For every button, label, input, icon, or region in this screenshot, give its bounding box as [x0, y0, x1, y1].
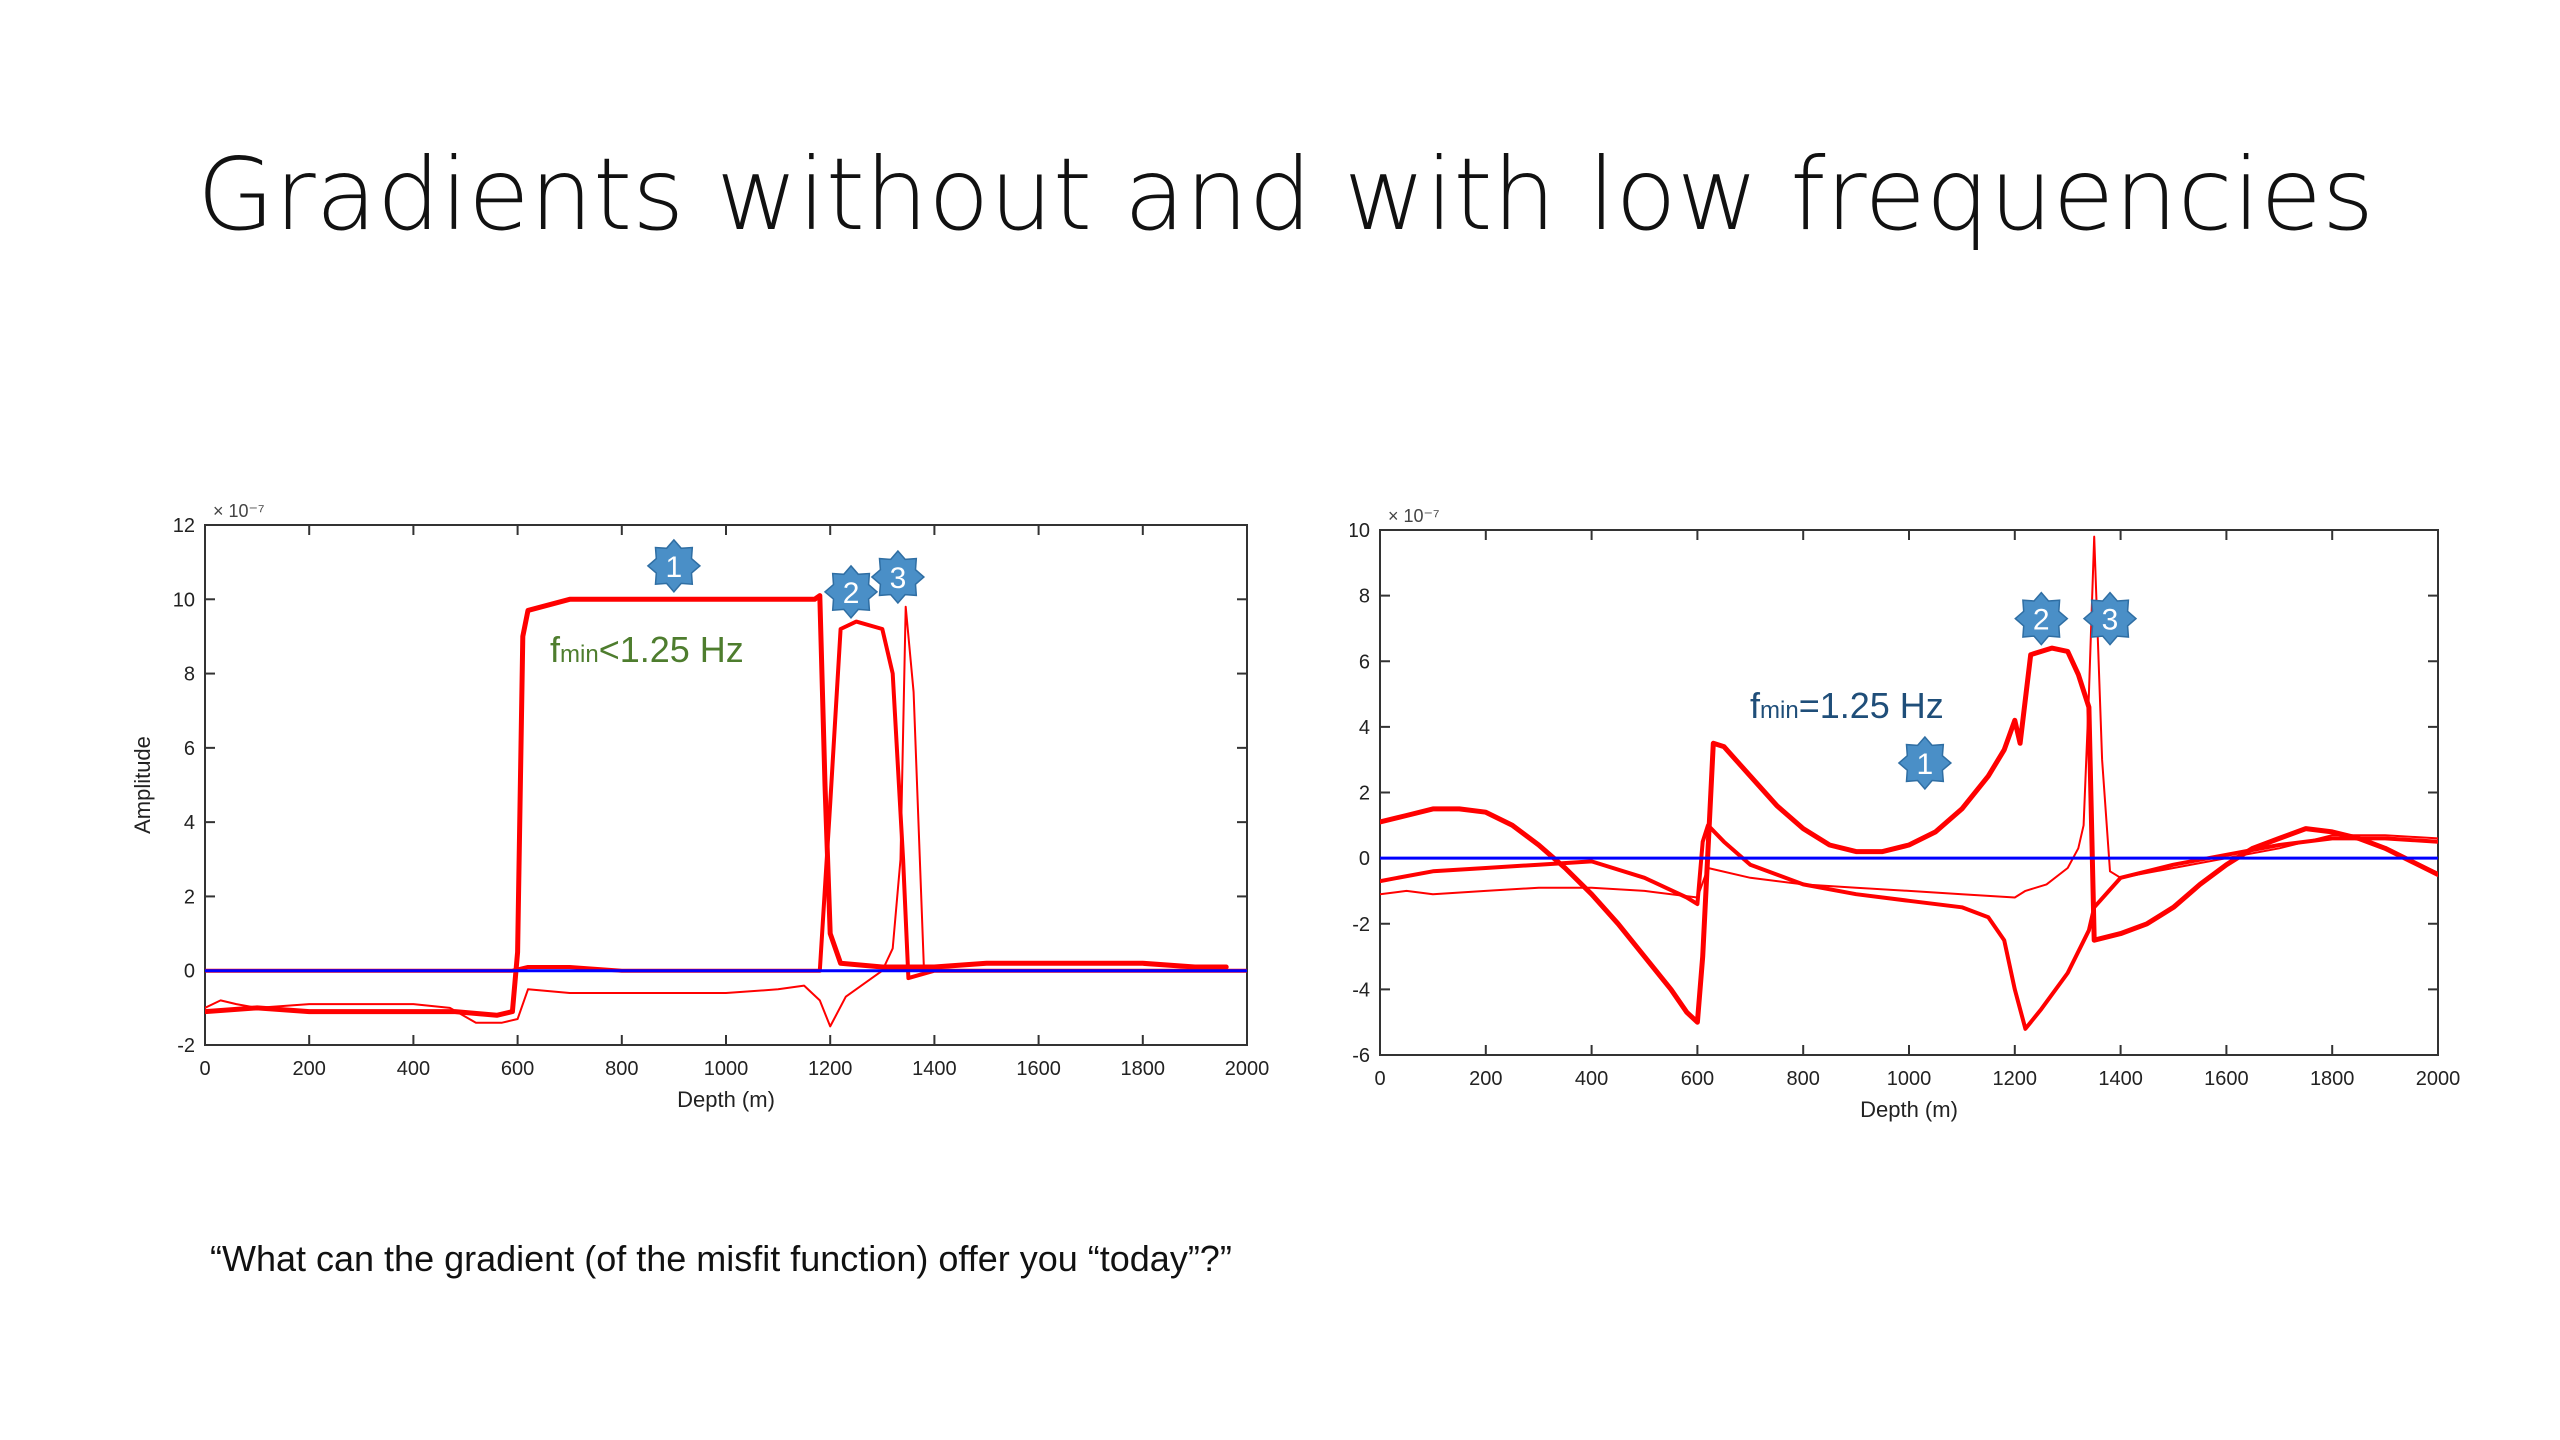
x-tick-label: 1800 — [1121, 1058, 1166, 1080]
x-tick-label: 400 — [397, 1058, 430, 1080]
marker-label: 1 — [1917, 748, 1934, 781]
y-tick-label: 10 — [1350, 520, 1370, 542]
marker-label: 3 — [2102, 604, 2119, 637]
x-tick-label: 800 — [1787, 1068, 1820, 1090]
marker-label: 3 — [890, 562, 907, 595]
marker-badge: 2 — [823, 564, 879, 620]
x-tick-label: 1000 — [1887, 1068, 1932, 1090]
x-tick-label: 0 — [199, 1058, 210, 1080]
marker-badge: 3 — [2082, 591, 2138, 646]
slide-quote: “What can the gradient (of the misfit fu… — [210, 1238, 1232, 1279]
series-line-2 — [1380, 823, 2438, 1031]
star-badge-icon — [1897, 735, 1953, 791]
series-group — [205, 593, 1247, 1028]
x-tick-label: 2000 — [2416, 1068, 2461, 1090]
y-tick-label: 0 — [184, 961, 195, 983]
y-tick-label: -2 — [177, 1035, 195, 1057]
x-tick-label: 1600 — [1016, 1058, 1061, 1080]
x-tick-label: 200 — [293, 1058, 326, 1080]
y-tick-label: 2 — [1359, 783, 1370, 805]
series-line-3 — [1380, 535, 2438, 899]
x-tick-label: 600 — [501, 1058, 534, 1080]
series-line-2 — [205, 619, 1247, 981]
x-tick-label: 1000 — [704, 1058, 749, 1080]
star-badge-icon — [870, 549, 926, 605]
x-tick-label: 2000 — [1225, 1058, 1270, 1080]
x-tick-label: 1200 — [808, 1058, 853, 1080]
y-tick-label: 6 — [184, 738, 195, 760]
fmin-annotation: fmin=1.25 Hz — [1750, 685, 1944, 726]
series-line-1 — [1380, 645, 2438, 1025]
plot-frame — [1379, 529, 2439, 1056]
star-badge-icon — [2014, 591, 2069, 646]
plot-frame — [204, 524, 1248, 1046]
x-tick-label: 1800 — [2310, 1068, 2355, 1090]
y-tick-label: 2 — [184, 886, 195, 908]
gradient-chart-left-svg: 0 200 400 600 800 1000 1200 1400 1600 1800 2000-20… — [130, 501, 1270, 1112]
y-tick-label: 4 — [1359, 717, 1370, 739]
x-tick-label: 1600 — [2204, 1068, 2249, 1090]
star-badge-icon — [646, 538, 702, 594]
slide-title: Gradients without and with low frequenci… — [197, 136, 2375, 253]
gradient-chart-low-frequencies: 0 200 400 600 800 1000 1200 1400 1600 1800 2000 -2 0… — [120, 500, 1320, 1140]
series-group — [1380, 535, 2438, 1031]
x-tick-label: 0 — [1374, 1068, 1385, 1090]
x-tick-label: 1200 — [1993, 1068, 2038, 1090]
x-tick-label: 1400 — [912, 1058, 957, 1080]
y-tick-label: 0 — [1359, 848, 1370, 870]
marker-badge: 1 — [646, 538, 702, 594]
y-tick-label: 4 — [184, 812, 195, 834]
axis-exponent: × 10⁻⁷ — [213, 501, 265, 521]
y-tick-label: -2 — [1352, 914, 1370, 936]
marker-badge: 3 — [870, 549, 926, 605]
x-axis-label: Depth (m) — [1860, 1097, 1958, 1122]
fmin-annotation: fmin<1.25 Hz — [550, 629, 744, 670]
marker-label: 2 — [843, 577, 860, 610]
y-axis-label: Amplitude — [130, 736, 155, 834]
marker-badge: 2 — [2014, 591, 2069, 646]
star-badge-icon — [2082, 591, 2138, 646]
x-axis-label: Depth (m) — [677, 1087, 775, 1112]
y-tick-label: 12 — [173, 515, 195, 537]
series-line-3 — [205, 605, 1247, 1028]
y-tick-label: 6 — [1359, 651, 1370, 673]
marker-label: 2 — [2033, 604, 2050, 637]
y-tick-label: 8 — [184, 664, 195, 686]
gradient-chart-right-svg: 0 200 400 600 800 1000 1200 1400 1600 1800 2000 -6 -… — [1348, 506, 2461, 1122]
gradient-chart-without-low-frequencies: 0 200 400 600 800 1000 1200 1400 1600 1800 2000 -6 -… — [1348, 500, 2500, 1140]
y-tick-label: -4 — [1352, 979, 1370, 1001]
series-line-1 — [205, 593, 1229, 1018]
x-tick-label: 200 — [1469, 1068, 1502, 1090]
x-tick-label: 400 — [1575, 1068, 1608, 1090]
y-tick-label: -6 — [1352, 1045, 1370, 1067]
x-tick-label: 800 — [605, 1058, 638, 1080]
star-badge-icon — [823, 564, 879, 620]
y-tick-label: 10 — [173, 589, 195, 611]
y-tick-label: 8 — [1359, 586, 1370, 608]
x-tick-label: 600 — [1681, 1068, 1714, 1090]
x-tick-label: 1400 — [2098, 1068, 2143, 1090]
marker-badge: 1 — [1897, 735, 1953, 791]
marker-label: 1 — [666, 551, 683, 584]
axis-exponent: × 10⁻⁷ — [1388, 506, 1440, 526]
